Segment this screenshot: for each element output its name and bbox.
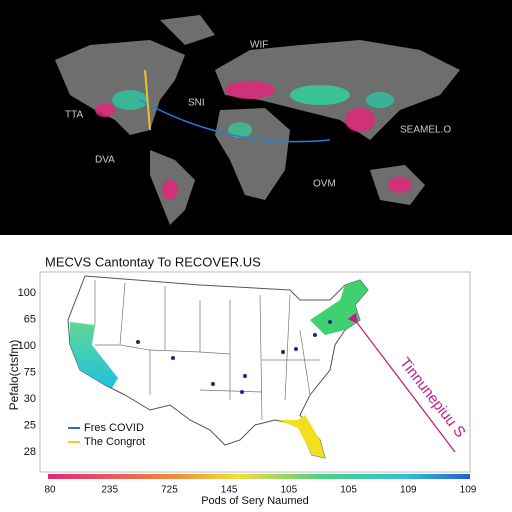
y-tick-label: 100	[18, 287, 36, 299]
city-dots	[136, 320, 332, 394]
legend-label: The Congrot	[84, 436, 145, 448]
x-tick-label: 105	[340, 485, 357, 496]
map-label: SEAMEL.O	[400, 125, 451, 136]
route	[144, 69, 151, 131]
region-florida	[278, 415, 325, 458]
x-tick-label: 145	[221, 485, 238, 496]
heat-spots	[95, 81, 412, 200]
x-tick-label: 109	[460, 485, 477, 496]
map-label: WIF	[250, 40, 268, 51]
legend-label: Fres COVID	[84, 422, 144, 434]
y-tick-label: 75	[24, 366, 36, 378]
x-tick-label: 109	[400, 485, 417, 496]
region-west	[70, 322, 118, 388]
x-tick-label: 80	[44, 485, 56, 496]
y-tick-label: 65	[24, 313, 36, 325]
map-label: DVA	[95, 155, 115, 166]
frame	[39, 271, 471, 473]
state-borders	[94, 280, 320, 421]
chart-title: MECVS Cantontay To RECOVER.US	[45, 254, 261, 269]
x-axis-label: Pods of Sery Naumed	[201, 495, 309, 507]
map-label: SNI	[188, 98, 205, 109]
annotation: Tinnunepiuu S	[396, 355, 469, 441]
y-tick-label: 100	[18, 340, 36, 352]
annotation-arrow	[347, 312, 456, 453]
x-tick-label: 725	[161, 485, 178, 496]
map-label: OVM	[313, 179, 336, 190]
x-tick-label: 235	[101, 485, 118, 496]
map-label: TTA	[65, 110, 83, 121]
y-axis-label: Pefalo(ctsfm)	[7, 340, 21, 411]
x-tick-label: 105	[281, 485, 298, 496]
route	[139, 99, 331, 143]
y-tick-label: 30	[24, 393, 36, 405]
world-labels: WIF SNI TTA DVA OVM SEAMEL.O	[65, 40, 451, 190]
color-bar	[48, 474, 470, 479]
y-tick-label: 28	[24, 446, 36, 458]
y-tick-label: 25	[24, 419, 36, 431]
